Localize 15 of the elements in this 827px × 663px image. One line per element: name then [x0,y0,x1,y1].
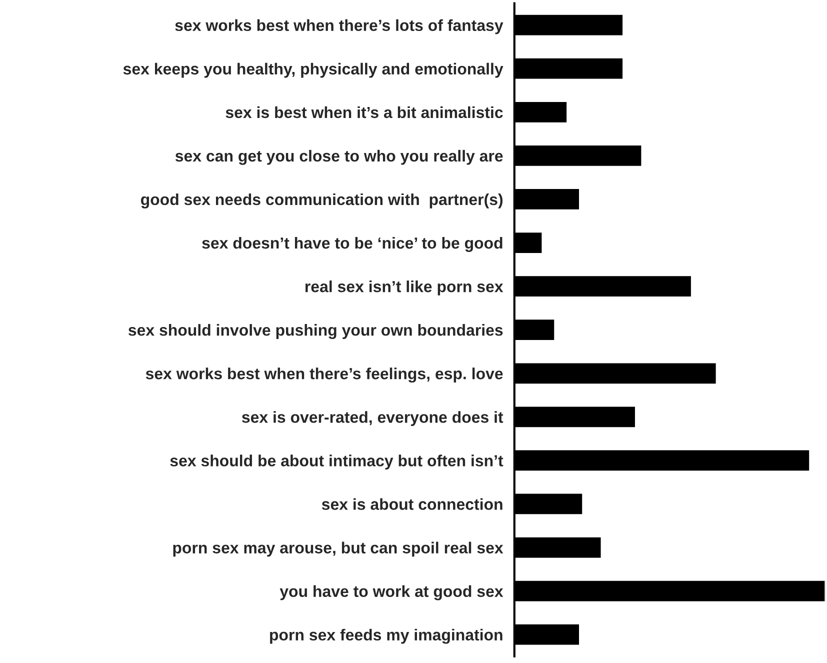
y-tick-label: sex keeps you healthy, physically and emotionally [123,62,504,78]
y-tick-label: sex is over-rated, everyone does it [242,411,504,426]
y-tick-label: sex should involve pushing your own boundaries [128,324,503,340]
y-tick-label: sex works best when there’s lots of fantasy [175,19,504,34]
y-tick-label: porn sex feeds my imagination [270,628,502,644]
y-tick-label: porn sex may arouse, but can spoil real sex [173,542,504,557]
y-tick-label: sex doesn’t have to be ‘nice’ to be good [202,236,502,252]
y-tick-label: you have to work at good sex [280,585,504,600]
y-tick-label: sex is about connection [322,498,502,510]
y-tick-label: sex can get you close to who you really are [175,150,503,165]
y-tick-label: sex works best when there’s feelings, esp. love [146,368,503,383]
y-tick-label: good sex needs communication with partner(s) [140,193,503,208]
y-tick-label: sex should be about intimacy but often isn’t [170,454,504,470]
y-tick-label: real sex isn’t like porn sex [305,280,504,296]
y-tick-label: sex is best when it’s a bit animalistic [226,106,503,118]
